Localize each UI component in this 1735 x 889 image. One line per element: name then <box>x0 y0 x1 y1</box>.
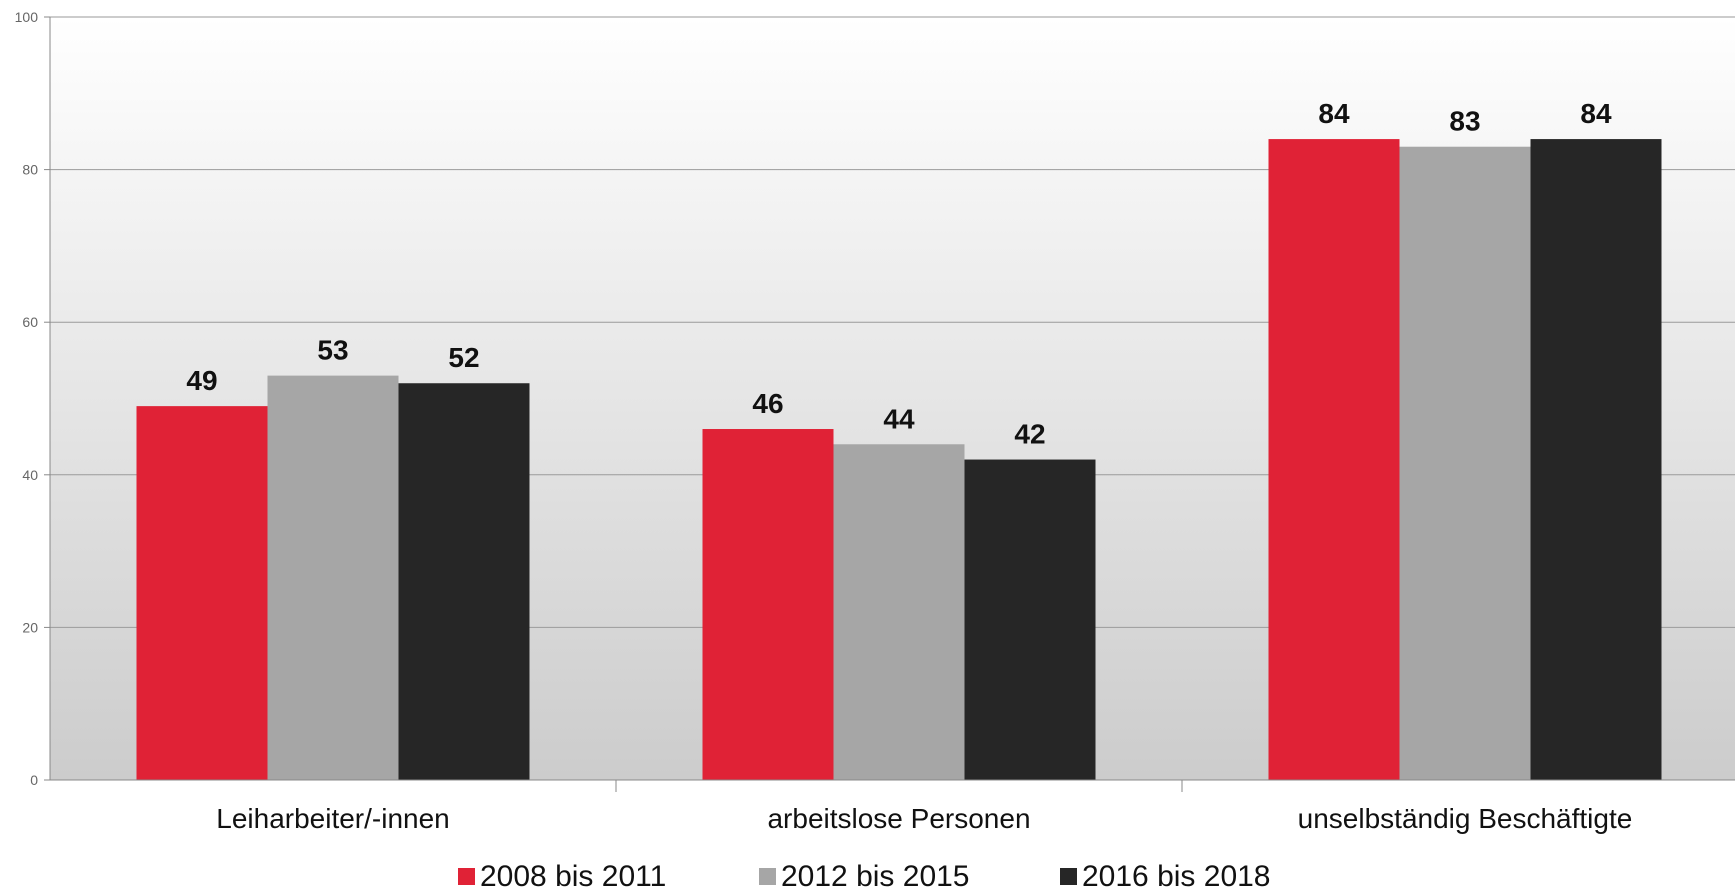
data-label-0-1: 53 <box>317 335 348 366</box>
data-label-2-2: 84 <box>1580 98 1612 129</box>
data-label-2-1: 83 <box>1449 106 1480 137</box>
legend-label-1: 2012 bis 2015 <box>781 860 970 889</box>
legend-swatch-2 <box>1060 868 1077 885</box>
data-label-1-1: 44 <box>883 403 915 434</box>
y-tick-label-60: 60 <box>22 314 38 330</box>
legend-swatch-1 <box>759 868 776 885</box>
y-tick-label-100: 100 <box>15 9 39 25</box>
bar-2-2 <box>1530 139 1662 780</box>
data-labels: 49 53 52 46 44 42 84 83 84 <box>186 98 1612 449</box>
category-labels: Leiharbeiter/-innen arbeitslose Personen u… <box>216 803 1632 834</box>
category-label-2: unselbständig Beschäftigte <box>1298 803 1633 834</box>
legend-swatch-0 <box>458 868 475 885</box>
category-label-1: arbeitslose Personen <box>767 803 1030 834</box>
y-tick-label-20: 20 <box>22 619 38 635</box>
y-tick-label-80: 80 <box>22 162 38 178</box>
bar-0-0 <box>136 406 268 780</box>
legend-label-0: 2008 bis 2011 <box>480 860 666 889</box>
axes <box>49 17 1735 792</box>
bar-0-2 <box>398 383 530 780</box>
bar-2-0 <box>1268 139 1400 780</box>
bars <box>136 139 1662 780</box>
bar-1-1 <box>833 444 965 780</box>
y-tick-label-40: 40 <box>22 467 38 483</box>
bar-2-1 <box>1399 146 1531 780</box>
category-label-0: Leiharbeiter/-innen <box>216 803 450 834</box>
data-label-0-0: 49 <box>186 365 217 396</box>
y-tick-label-0: 0 <box>30 772 38 788</box>
bar-1-2 <box>964 459 1096 780</box>
data-label-1-2: 42 <box>1014 419 1045 450</box>
data-label-2-0: 84 <box>1318 98 1350 129</box>
y-axis-ticks: 0 20 40 60 80 100 <box>15 9 50 788</box>
bar-1-0 <box>702 429 834 780</box>
bar-0-1 <box>267 375 399 780</box>
data-label-1-0: 46 <box>752 388 783 419</box>
legend: 2008 bis 2011 2012 bis 2015 2016 bis 2018 <box>458 860 1271 889</box>
legend-label-2: 2016 bis 2018 <box>1082 860 1271 889</box>
data-label-0-2: 52 <box>448 342 479 373</box>
